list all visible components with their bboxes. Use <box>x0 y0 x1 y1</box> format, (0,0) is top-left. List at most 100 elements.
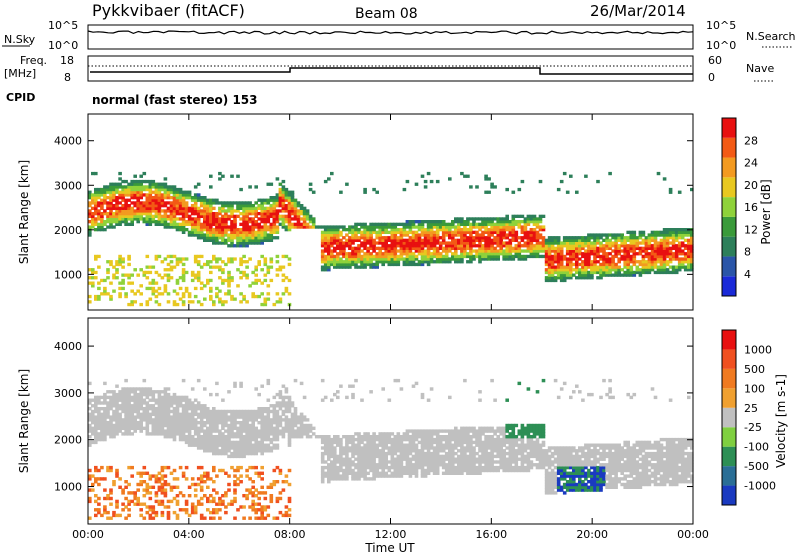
heatmap-cell <box>414 230 419 234</box>
heatmap-cell <box>369 451 373 456</box>
heatmap-cell <box>230 409 234 414</box>
heatmap-cell <box>251 437 255 442</box>
heatmap-cell <box>163 182 168 186</box>
heatmap-cell <box>299 222 304 226</box>
heatmap-cell <box>323 244 328 248</box>
heatmap-cell <box>336 230 340 234</box>
heatmap-cell <box>248 477 252 481</box>
heatmap-cell <box>302 214 307 218</box>
heatmap-cell <box>680 257 685 261</box>
heatmap-cell <box>296 418 301 422</box>
heatmap-cell <box>556 187 561 192</box>
heatmap-cell <box>632 249 637 253</box>
heatmap-cell <box>638 246 643 250</box>
heatmap-cell <box>245 432 249 436</box>
heatmap-cell <box>369 257 373 261</box>
heatmap-cell <box>172 496 177 501</box>
heatmap-cell <box>236 214 240 218</box>
heatmap-cell <box>608 260 612 264</box>
heatmap-cell <box>190 233 195 237</box>
heatmap-cell <box>342 457 346 461</box>
heatmap-cell <box>390 230 395 234</box>
heatmap-cell <box>330 454 334 459</box>
heatmap-cell <box>184 190 189 194</box>
heatmap-cell <box>230 429 234 433</box>
heatmap-cell <box>154 415 159 419</box>
heatmap-cell <box>275 443 280 447</box>
heatmap-cell <box>187 217 192 221</box>
heatmap-cell <box>469 252 473 256</box>
heatmap-cell <box>221 225 225 229</box>
heatmap-cell <box>148 477 153 481</box>
heatmap-cell <box>553 241 558 245</box>
heatmap-cell <box>378 257 382 261</box>
heatmap-cell <box>88 193 92 197</box>
heatmap-cell <box>206 214 210 218</box>
heatmap-cell <box>320 480 325 484</box>
heatmap-cell <box>175 502 180 506</box>
heatmap-cell <box>263 262 268 267</box>
heatmap-cell <box>236 284 240 288</box>
heatmap-cell <box>130 421 134 425</box>
heatmap-cell <box>333 440 337 445</box>
heatmap-cell <box>363 463 367 467</box>
heatmap-cell <box>281 206 286 210</box>
heatmap-cell <box>109 193 113 197</box>
heatmap-cell <box>378 233 382 237</box>
heatmap-cell <box>569 238 573 242</box>
heatmap-cell <box>130 415 134 419</box>
heatmap-cell <box>520 257 525 261</box>
heatmap-cell <box>641 265 646 269</box>
heatmap-cell <box>656 241 661 245</box>
heatmap-cell <box>88 440 92 445</box>
heatmap-cell <box>284 190 289 194</box>
heatmap-cell <box>118 294 122 299</box>
heatmap-cell <box>97 502 101 506</box>
heatmap-cell <box>254 471 258 475</box>
heatmap-cell <box>284 480 289 484</box>
heatmap-cell <box>109 220 113 224</box>
heatmap-cell <box>127 198 131 202</box>
heatmap-cell <box>115 270 119 275</box>
heatmap-cell <box>181 273 186 277</box>
heatmap-cell <box>130 289 134 293</box>
heatmap-cell <box>357 471 361 475</box>
heatmap-cell <box>435 220 440 224</box>
heatmap-cell <box>444 246 449 250</box>
heatmap-cell <box>130 398 134 402</box>
heatmap-cell <box>227 502 231 506</box>
heatmap-cell <box>593 265 597 269</box>
heatmap-cell <box>257 443 261 447</box>
heatmap-cell <box>345 457 349 461</box>
heatmap-cell <box>405 249 410 253</box>
heatmap-cell <box>124 423 128 428</box>
heatmap-cell <box>181 278 186 283</box>
heatmap-cell <box>184 502 189 506</box>
heatmap-cell <box>550 260 555 264</box>
heatmap-cell <box>254 220 258 224</box>
heatmap-cell <box>166 276 171 280</box>
heatmap-cell <box>248 440 252 445</box>
heatmap-cell <box>94 404 98 408</box>
heatmap-cell <box>163 423 168 428</box>
heatmap-cell <box>463 230 467 234</box>
heatmap-cell <box>559 276 564 280</box>
heatmap-cell <box>139 395 143 400</box>
heatmap-cell <box>414 254 419 259</box>
heatmap-cell <box>206 198 210 202</box>
heatmap-cell <box>199 423 204 428</box>
heatmap-cell <box>581 241 585 245</box>
heatmap-cell <box>290 212 295 216</box>
heatmap-cell <box>357 468 361 473</box>
heatmap-cell <box>203 238 207 242</box>
heatmap-cell <box>605 257 609 261</box>
heatmap-cell <box>163 474 168 478</box>
heatmap-cell <box>187 190 192 194</box>
heatmap-cell <box>674 265 679 269</box>
heatmap-cell <box>381 230 385 234</box>
heatmap-cell <box>151 395 156 400</box>
nsky-tick-top: 10^5 <box>48 19 78 32</box>
heatmap-cell <box>311 432 316 436</box>
heatmap-cell <box>178 193 183 197</box>
heatmap-cell <box>121 488 125 492</box>
